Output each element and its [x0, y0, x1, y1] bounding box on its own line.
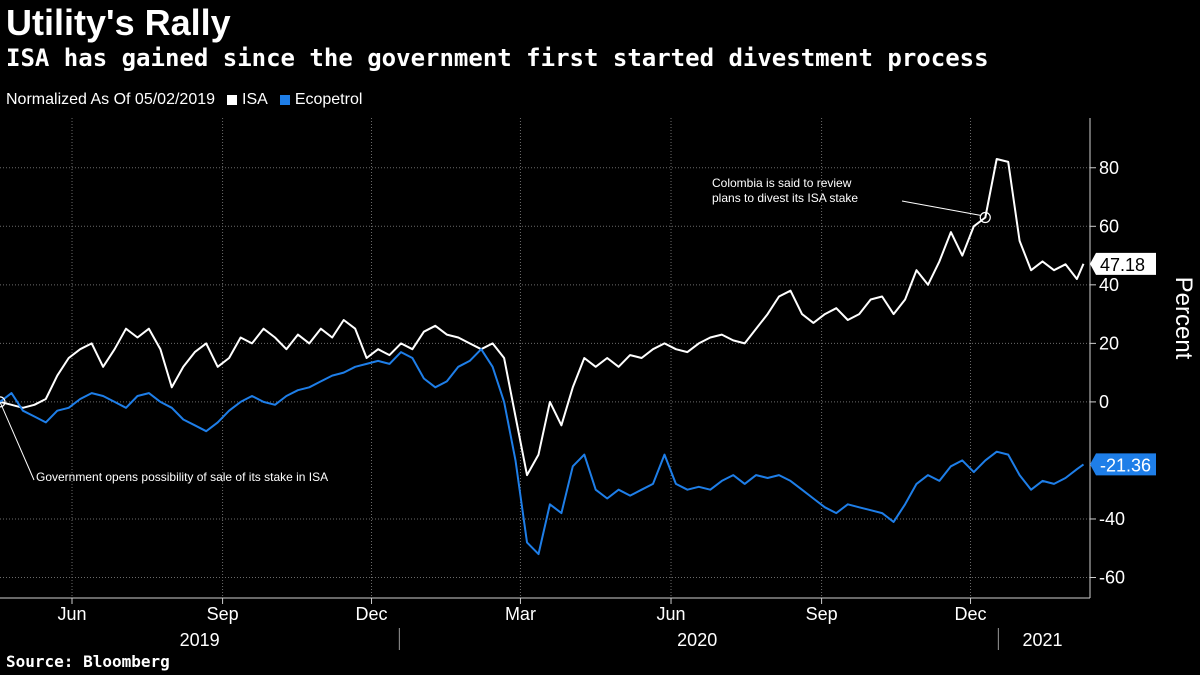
- x-tick-label: Sep: [806, 604, 838, 624]
- last-value-tag-isa: [1090, 252, 1156, 275]
- last-value-label-ecopetrol: -21.36: [1100, 455, 1151, 475]
- annotation-text: Colombia is said to review plans to dives…: [712, 176, 858, 205]
- y-tick-label: 40: [1099, 275, 1119, 295]
- x-tick-label: Jun: [57, 604, 86, 624]
- legend-swatch-isa: [227, 95, 238, 105]
- year-label: 2021: [1023, 630, 1063, 650]
- chart-title: Utility's Rally: [6, 2, 231, 43]
- y-tick-label: 20: [1099, 333, 1119, 353]
- year-label: 2019: [180, 630, 220, 650]
- y-tick-label: 0: [1099, 392, 1109, 412]
- series-line-isa: [0, 158, 1085, 477]
- legend-label-ecopetrol: Ecopetrol: [294, 91, 363, 108]
- y-tick-label: 80: [1099, 158, 1119, 178]
- annotation-marker: [979, 211, 991, 224]
- x-tick-label: Dec: [955, 604, 987, 624]
- chart-subtitle: ISA has gained since the government firs…: [6, 44, 989, 72]
- annotation-leader: [901, 200, 982, 217]
- legend: Normalized As Of 05/02/2019 ISA Ecopetro…: [6, 91, 362, 109]
- legend-swatch-ecopetrol: [279, 95, 290, 105]
- legend-label-isa: ISA: [242, 91, 268, 108]
- series-line-ecopetrol: [0, 348, 1085, 556]
- y-tick-label: -40: [1099, 509, 1125, 529]
- legend-entry-isa: ISA: [227, 91, 268, 109]
- x-tick-label: Mar: [505, 604, 536, 624]
- x-tick-label: Sep: [207, 604, 239, 624]
- annotation-leader: [0, 401, 35, 481]
- annotation-marker: [0, 396, 6, 408]
- y-tick-label: -60: [1099, 568, 1125, 588]
- legend-note: Normalized As Of 05/02/2019: [6, 91, 216, 108]
- source-note: Source: Bloomberg: [6, 652, 170, 671]
- legend-entry-ecopetrol: Ecopetrol: [279, 91, 363, 109]
- last-value-label-isa: 47.18: [1100, 255, 1145, 275]
- y-tick-label: 60: [1099, 216, 1119, 236]
- annotation-text: Government opens possibility of sale of …: [36, 470, 328, 484]
- last-value-tag-ecopetrol: [1090, 453, 1156, 476]
- year-label: 2020: [677, 630, 717, 650]
- x-tick-label: Jun: [657, 604, 686, 624]
- y-axis-title: Percent: [1170, 277, 1197, 360]
- x-tick-label: Dec: [356, 604, 388, 624]
